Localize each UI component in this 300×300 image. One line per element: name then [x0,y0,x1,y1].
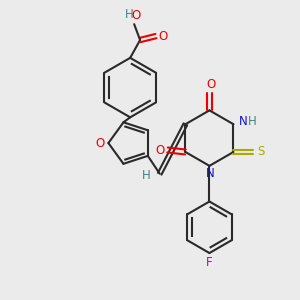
Text: O: O [96,136,105,150]
Text: S: S [257,146,265,158]
Text: H: H [142,169,150,182]
Text: O: O [131,9,141,22]
Text: N: N [206,167,215,180]
Text: H: H [248,115,257,128]
Text: O: O [207,78,216,91]
Text: H: H [125,8,134,21]
Text: F: F [206,256,213,269]
Text: O: O [155,143,164,157]
Text: N: N [239,115,248,128]
Text: O: O [158,30,167,43]
